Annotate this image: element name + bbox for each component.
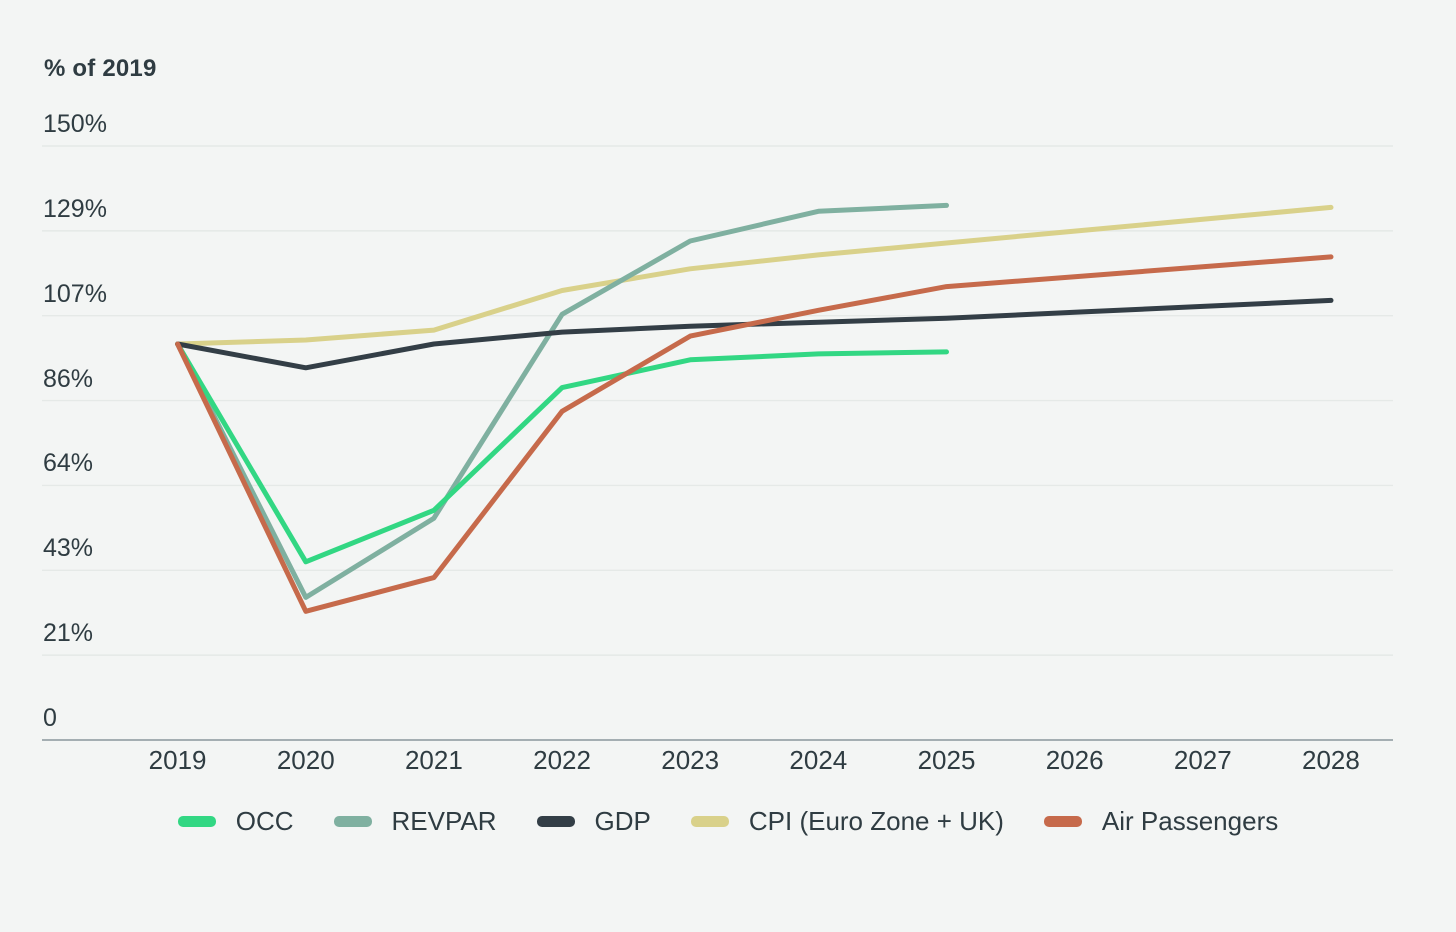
legend-swatch-icon xyxy=(177,816,216,827)
x-axis-tick-label: 2028 xyxy=(1302,745,1360,775)
line-series-air-passengers xyxy=(175,254,1334,614)
y-axis-tick-label: 0 xyxy=(43,704,57,732)
x-axis-tick-label: 2020 xyxy=(276,745,335,775)
legend-label: GDP xyxy=(594,806,651,836)
x-axis-tick-label: 2023 xyxy=(661,745,720,775)
legend-label: CPI (Euro Zone + UK) xyxy=(748,806,1004,836)
y-axis-tick-label: 107% xyxy=(43,279,107,308)
legend-item: Air Passengers xyxy=(1043,806,1279,837)
legend-swatch-icon xyxy=(1043,816,1082,827)
legend-item: OCC xyxy=(177,806,294,837)
x-axis-tick-label: 2024 xyxy=(789,745,848,775)
y-axis-tick-label: 129% xyxy=(43,194,107,223)
legend: OCC REVPAR GDP CPI (Euro Zone + UK) Air Pass… xyxy=(0,806,1456,837)
x-axis-tick-label: 2025 xyxy=(917,745,976,775)
legend-label: Air Passengers xyxy=(1101,806,1279,836)
legend-swatch-icon xyxy=(536,816,575,827)
legend-swatch-icon xyxy=(333,816,372,827)
legend-label: REVPAR xyxy=(391,806,497,836)
y-axis-tick-label: 64% xyxy=(43,449,94,478)
y-axis-tick-label: 150% xyxy=(43,110,107,138)
y-axis-tick-label: 43% xyxy=(43,534,94,563)
y-axis-tick-label: 86% xyxy=(43,364,94,393)
legend-label: OCC xyxy=(235,806,294,836)
line-series-revpar xyxy=(175,202,949,600)
legend-item: REVPAR xyxy=(333,806,497,837)
x-axis-tick-label: 2027 xyxy=(1173,745,1232,775)
chart-title: % of 2019 xyxy=(44,55,157,82)
line-series-occ xyxy=(175,341,949,565)
legend-item: CPI (Euro Zone + UK) xyxy=(690,806,1004,837)
line-series-cpi-euro-zone-uk xyxy=(175,204,1334,347)
x-axis-tick-label: 2026 xyxy=(1045,745,1104,775)
y-axis-tick-label: 21% xyxy=(43,619,94,648)
legend-item: GDP xyxy=(536,806,651,837)
x-axis-tick-label: 2021 xyxy=(404,745,463,775)
x-axis-tick-label: 2019 xyxy=(148,745,207,775)
legend-swatch-icon xyxy=(690,816,729,827)
x-axis-tick-label: 2022 xyxy=(533,745,591,775)
